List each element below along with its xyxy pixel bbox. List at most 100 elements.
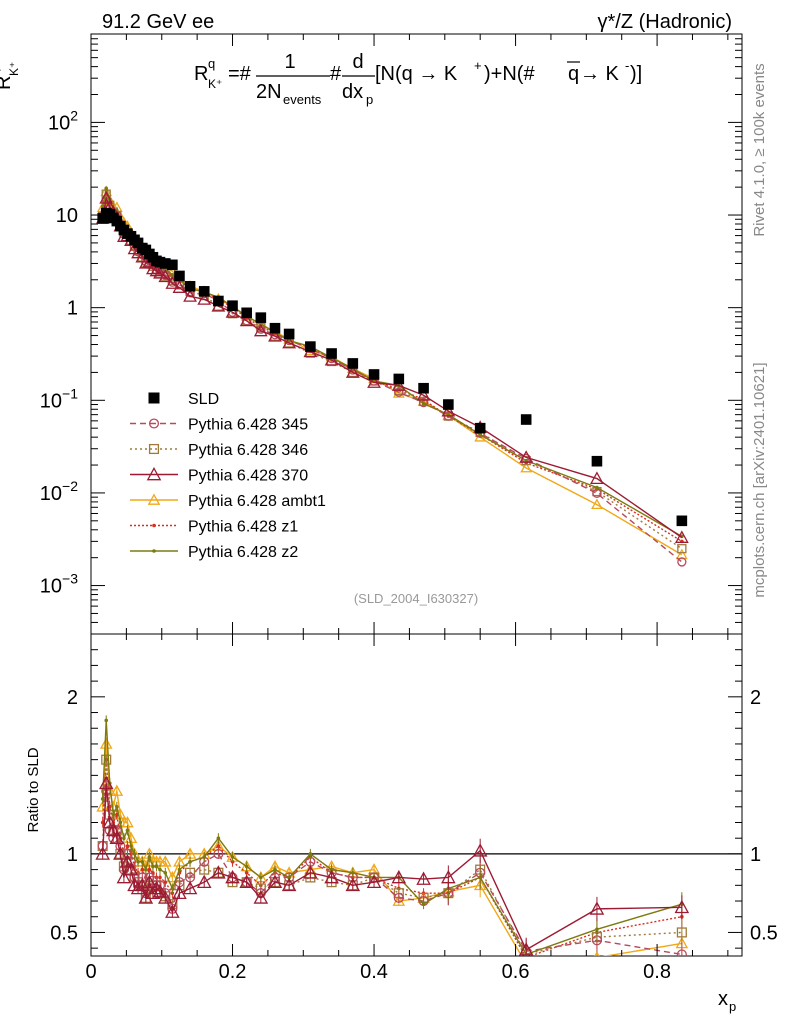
data-marker — [269, 322, 281, 334]
data-marker — [351, 870, 355, 875]
data-marker — [392, 387, 405, 398]
data-marker — [282, 335, 297, 349]
data-marker — [170, 886, 175, 891]
data-marker — [677, 557, 687, 567]
data-marker — [140, 867, 145, 872]
data-marker — [253, 323, 268, 337]
data-marker — [368, 369, 380, 380]
data-marker — [135, 877, 150, 892]
ratio-frame — [90, 633, 743, 957]
data-marker — [255, 312, 267, 323]
ylabel-main-sub: K⁺ — [7, 62, 21, 76]
data-marker — [520, 461, 533, 473]
data-marker — [104, 718, 109, 723]
x-tick-label: 0 — [85, 961, 96, 983]
data-marker — [676, 927, 687, 938]
data-marker — [259, 875, 263, 880]
data-marker — [478, 875, 482, 880]
legend-item-6: Pythia 6.428 z2 — [130, 544, 298, 561]
ylabel-main-sup: q — [0, 69, 1, 76]
xlabel-sub: p — [729, 999, 736, 1014]
data-marker — [118, 820, 123, 825]
data-marker — [230, 855, 235, 859]
ratio-tick-label: 0.5 — [750, 922, 778, 944]
data-marker — [473, 878, 487, 891]
data-marker — [273, 867, 277, 872]
data-marker — [147, 855, 152, 859]
formula-lhs: R — [194, 63, 208, 85]
formula-frac1-den-sub: events — [283, 92, 322, 107]
data-marker — [308, 852, 313, 856]
data-marker — [418, 382, 429, 394]
data-marker — [524, 458, 528, 463]
data-marker — [216, 836, 221, 840]
data-marker — [674, 530, 689, 543]
data-marker — [595, 927, 599, 932]
ylabel-ratio: Ratio to SLD — [25, 747, 42, 832]
ratio-tick-label: 2 — [750, 687, 761, 709]
data-marker — [474, 422, 486, 434]
data-marker — [102, 814, 118, 829]
data-marker — [391, 869, 407, 884]
data-marker — [472, 843, 488, 857]
data-marker — [441, 403, 456, 417]
legend-label: Pythia 6.428 346 — [188, 442, 308, 459]
data-marker — [113, 846, 128, 860]
data-marker — [99, 190, 114, 204]
data-marker — [140, 859, 145, 864]
data-marker — [152, 549, 156, 553]
formula-rhs4: )] — [630, 63, 642, 85]
data-marker — [324, 352, 339, 366]
formula-qbar: q — [568, 63, 579, 85]
data-marker — [142, 874, 157, 889]
ylabel-main: R q K⁺ — [0, 62, 21, 90]
data-marker — [239, 313, 254, 327]
data-marker — [146, 261, 160, 275]
y-tick-label: 10−3 — [40, 571, 78, 598]
data-marker — [154, 256, 166, 268]
data-marker — [592, 488, 602, 498]
data-marker — [324, 869, 339, 884]
data-marker — [591, 455, 603, 467]
data-marker — [345, 877, 361, 892]
xlabel: x p — [718, 988, 736, 1014]
formula-eq: =# — [228, 63, 252, 85]
side-label-top: Rivet 4.1.0, ≥ 100k events — [751, 63, 768, 236]
data-marker — [675, 548, 688, 560]
ratio-tick-label: 0.5 — [50, 922, 78, 944]
legend-label: Pythia 6.428 ambt1 — [188, 493, 326, 510]
data-marker — [165, 276, 180, 289]
data-marker — [518, 942, 534, 956]
data-marker — [147, 493, 161, 505]
data-marker — [674, 899, 690, 914]
data-marker — [100, 204, 105, 209]
data-marker — [393, 373, 405, 385]
data-marker — [159, 258, 171, 269]
data-marker — [519, 450, 534, 463]
formula: R q K⁺ =# 1 2N events # d dx p [N(q → K … — [194, 51, 642, 107]
series-line-2 — [101, 193, 683, 550]
data-marker — [138, 255, 153, 269]
data-marker — [211, 865, 226, 879]
ratio-tick-label: 2 — [67, 687, 78, 709]
data-marker — [443, 399, 454, 410]
data-marker — [100, 797, 105, 801]
data-marker — [393, 892, 404, 903]
data-marker — [105, 822, 121, 837]
data-marker — [244, 864, 249, 869]
data-marker — [329, 867, 334, 872]
data-marker — [213, 848, 224, 859]
data-marker — [98, 775, 114, 790]
legend-item-3: Pythia 6.428 370 — [130, 466, 308, 485]
data-marker — [99, 737, 113, 749]
data-marker — [158, 867, 162, 872]
data-marker — [198, 286, 210, 297]
data-marker — [366, 874, 382, 889]
data-marker — [268, 329, 282, 342]
data-marker — [132, 852, 137, 856]
ratio-line-2 — [101, 759, 682, 956]
data-marker — [136, 859, 140, 864]
y-tick-label: 10−2 — [40, 478, 78, 505]
main-plot-area — [95, 185, 689, 567]
